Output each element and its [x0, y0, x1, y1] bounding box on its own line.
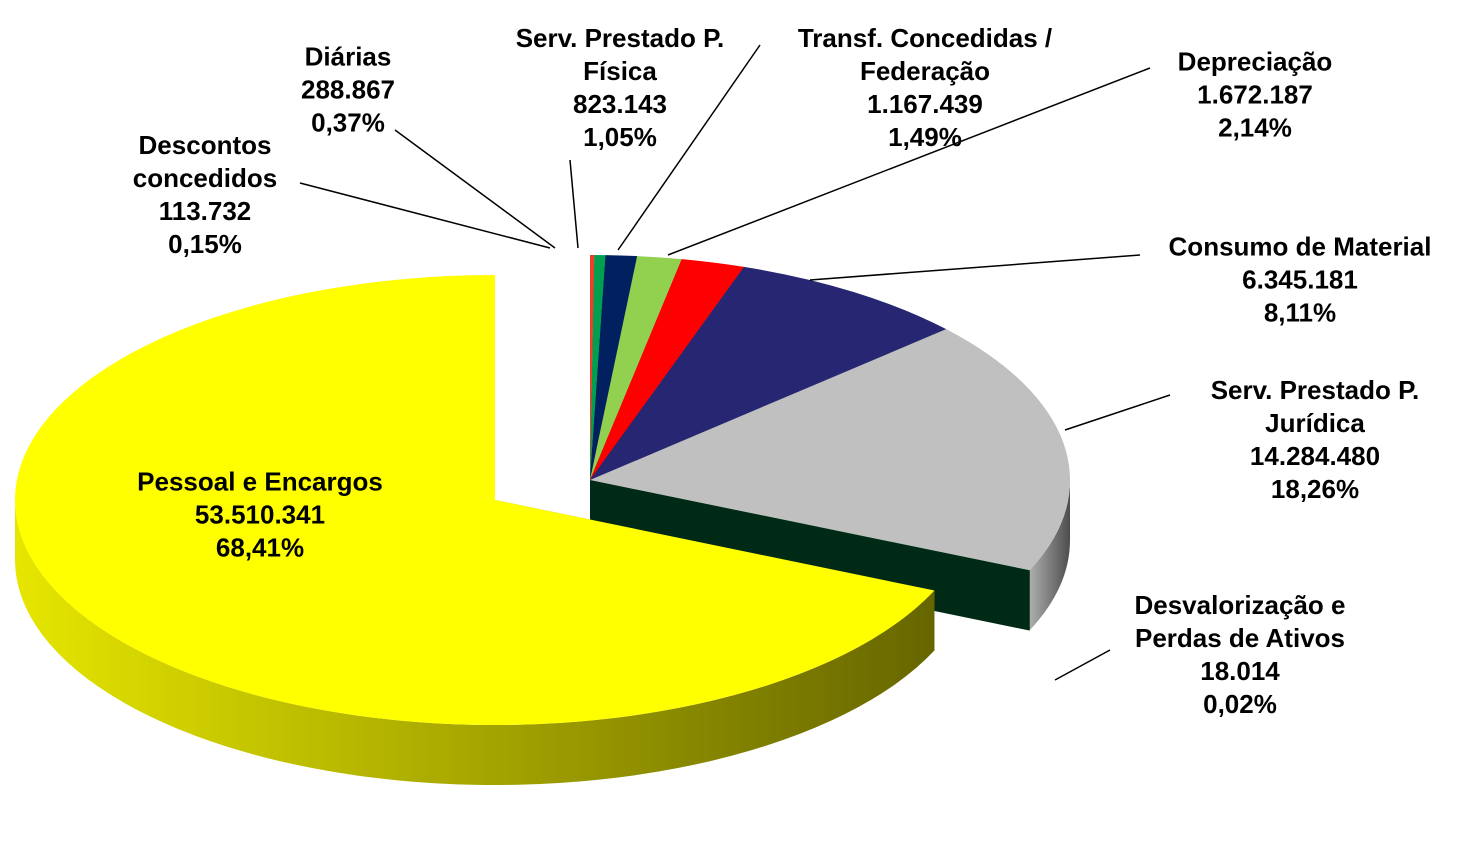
percent-label: 8,11% — [1263, 297, 1337, 328]
pie-tops — [14, 255, 1071, 725]
category-label: Desvalorização e Perdas de Ativos — [1134, 590, 1346, 653]
slice-label: Serv. Prestado P. Jurídica 14.284.480 18,2… — [1180, 374, 1450, 506]
slice-label: Consumo de Material 6.345.181 8,11% — [1130, 231, 1470, 330]
percent-label: 0,02% — [1203, 689, 1277, 719]
leader-line — [299, 182, 551, 249]
value-label: 6.345.181 — [1242, 264, 1358, 295]
leader-line — [667, 67, 1151, 256]
slice — [590, 255, 595, 480]
category-label: Transf. Concedidas / Federação — [797, 23, 1053, 86]
slice — [590, 255, 638, 480]
percent-label: 68,41% — [215, 532, 305, 563]
slice — [14, 275, 935, 725]
slice-label: Serv. Prestado P. Física 823.143 1,05% — [485, 22, 755, 154]
slice — [590, 329, 1071, 571]
value-label: 823.143 — [573, 89, 667, 119]
slice-label: Descontos concedidos 113.732 0,15% — [105, 129, 305, 261]
slice-side — [1029, 480, 1070, 631]
leader-line — [809, 254, 1141, 281]
value-label: 113.732 — [158, 196, 252, 226]
leader-line — [569, 159, 579, 249]
leader-line — [617, 44, 761, 251]
percent-label: 1,05% — [583, 122, 657, 152]
slice — [590, 266, 947, 480]
value-label: 1.167.439 — [867, 89, 983, 119]
leader-line — [394, 129, 556, 249]
value-label: 53.510.341 — [194, 499, 326, 530]
value-label: 288.867 — [301, 74, 395, 105]
slice-label: Desvalorização e Perdas de Ativos 18.014 0… — [1115, 589, 1365, 721]
percent-label: 1,49% — [888, 122, 962, 152]
slice — [590, 255, 606, 480]
slice-label: Diárias 288.867 0,37% — [248, 41, 448, 140]
category-label: Serv. Prestado P. Física — [515, 23, 725, 86]
category-label: Diárias — [304, 41, 392, 72]
slice-label: Pessoal e Encargos 53.510.341 68,41% — [80, 466, 440, 565]
slice-label: Transf. Concedidas / Federação 1.167.439 1… — [760, 22, 1090, 154]
slice — [590, 480, 1030, 571]
slice-side — [15, 500, 935, 786]
value-label: 1.672.187 — [1197, 79, 1313, 110]
category-label: Consumo de Material — [1168, 231, 1432, 262]
value-label: 14.284.480 — [1249, 441, 1381, 471]
leader-line — [1064, 394, 1171, 431]
slice — [590, 256, 682, 480]
leader-line — [1054, 649, 1111, 681]
percent-label: 18,26% — [1270, 474, 1360, 504]
category-label: Serv. Prestado P. Jurídica — [1210, 375, 1420, 438]
percent-label: 2,14% — [1218, 112, 1292, 143]
slice — [590, 259, 744, 480]
category-label: Depreciação — [1177, 46, 1333, 77]
category-label: Pessoal e Encargos — [137, 466, 383, 497]
slice-label: Depreciação 1.672.187 2,14% — [1135, 46, 1375, 145]
category-label: Descontos concedidos — [132, 130, 278, 193]
percent-label: 0,15% — [168, 229, 242, 259]
percent-label: 0,37% — [311, 107, 385, 138]
value-label: 18.014 — [1200, 656, 1280, 686]
